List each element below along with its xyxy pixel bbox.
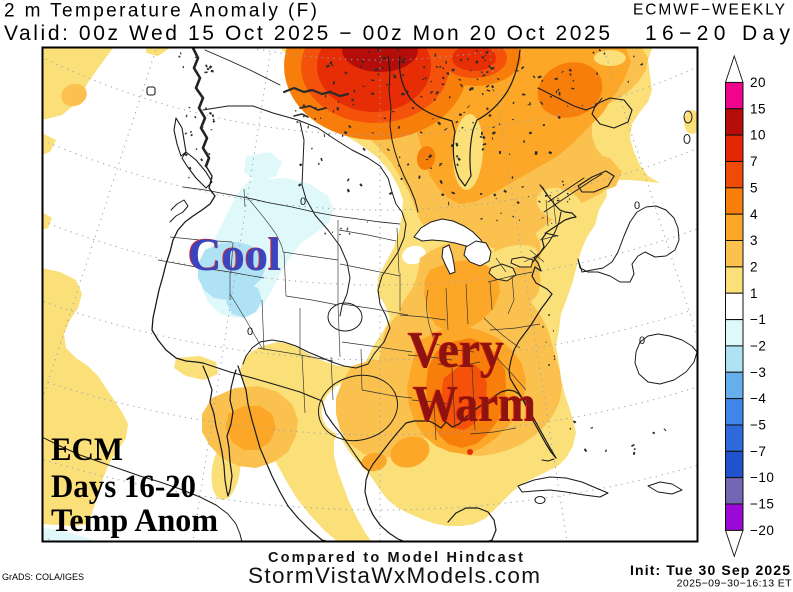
svg-text:Warm: Warm <box>413 376 536 433</box>
svg-text:3: 3 <box>750 233 758 248</box>
svg-text:15: 15 <box>750 101 766 116</box>
svg-text:Valid: 00z Wed 15 Oct 2025 − 0: Valid: 00z Wed 15 Oct 2025 − 00z Mon 20 … <box>4 22 610 45</box>
svg-text:5: 5 <box>750 180 758 195</box>
svg-text:Temp Anom: Temp Anom <box>51 503 218 539</box>
svg-text:−5: −5 <box>750 418 766 433</box>
svg-text:GrADS: COLA/IGES: GrADS: COLA/IGES <box>2 572 84 582</box>
svg-text:4: 4 <box>750 207 758 222</box>
svg-text:1: 1 <box>750 286 758 301</box>
svg-text:0: 0 <box>300 196 306 208</box>
svg-text:2025−09−30−16:13 ET: 2025−09−30−16:13 ET <box>677 578 793 590</box>
svg-text:−1: −1 <box>750 312 766 327</box>
svg-text:Cool: Cool <box>188 229 281 281</box>
svg-text:2 m Temperature Anomaly (F): 2 m Temperature Anomaly (F) <box>4 1 317 22</box>
svg-text:0: 0 <box>634 200 640 212</box>
svg-text:−20: −20 <box>750 523 774 538</box>
svg-text:Cool: Cool <box>187 228 280 280</box>
svg-text:7: 7 <box>750 154 758 169</box>
svg-text:Very: Very <box>407 321 503 378</box>
svg-text:Compared to Model Hindcast: Compared to Model Hindcast <box>268 550 523 566</box>
svg-text:−2: −2 <box>750 339 766 354</box>
svg-text:−15: −15 <box>750 497 774 512</box>
svg-text:0: 0 <box>247 326 253 338</box>
svg-text:−3: −3 <box>750 365 766 380</box>
svg-text:10: 10 <box>750 128 766 143</box>
svg-text:−7: −7 <box>750 444 766 459</box>
svg-text:−10: −10 <box>750 470 774 485</box>
svg-text:ECMWF−WEEKLY: ECMWF−WEEKLY <box>633 2 785 19</box>
svg-text:2: 2 <box>750 260 758 275</box>
svg-text:Init: Tue 30 Sep 2025: Init: Tue 30 Sep 2025 <box>630 562 790 578</box>
svg-text:Days 16-20: Days 16-20 <box>51 469 196 505</box>
svg-text:Very: Very <box>408 322 504 379</box>
svg-text:20: 20 <box>750 75 766 90</box>
svg-text:StormVistaWxModels.com: StormVistaWxModels.com <box>248 563 540 588</box>
svg-text:16−20 Day: 16−20 Day <box>645 22 791 45</box>
svg-text:Warm: Warm <box>412 375 535 432</box>
svg-text:0: 0 <box>639 335 645 347</box>
svg-text:ECM: ECM <box>51 432 123 468</box>
svg-text:−4: −4 <box>750 391 766 406</box>
